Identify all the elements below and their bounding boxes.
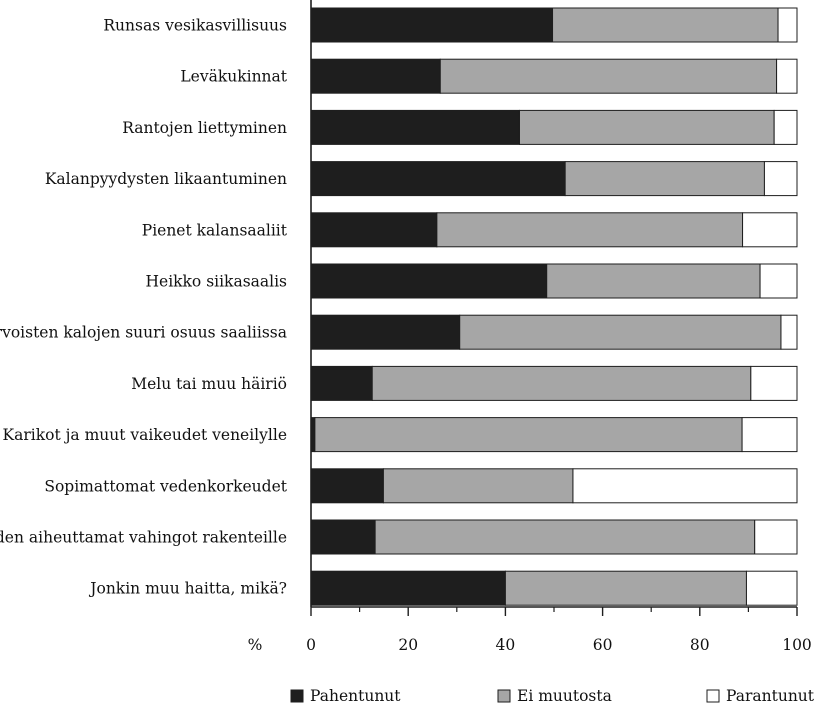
category-label-2: Leväkukinnat: [180, 68, 287, 86]
bar-ei-muutosta-12: [504, 570, 747, 606]
bar-pahentunut-5: [310, 212, 438, 248]
bar-parantunut-4: [763, 161, 798, 197]
x-tick-label-0: 0: [306, 636, 316, 654]
bar-parantunut-12: [745, 570, 798, 606]
bars-group: [310, 7, 798, 606]
bar-parantunut-5: [742, 212, 798, 248]
category-label-12: Jonkin muu haitta, mikä?: [88, 580, 287, 598]
x-tick-label-20: 20: [398, 636, 418, 654]
bar-ei-muutosta-5: [436, 212, 744, 248]
bar-ei-muutosta-2: [439, 58, 778, 94]
category-label-4: Kalanpyydysten likaantuminen: [45, 170, 287, 188]
bar-parantunut-10: [572, 468, 798, 504]
category-label-8: Melu tai muu häiriö: [131, 375, 287, 393]
category-label-9: Karikot ja muut vaikeudet veneilylle: [3, 426, 287, 444]
category-label-10: Sopimattomat vedenkorkeudet: [44, 477, 287, 495]
bar-ei-muutosta-4: [564, 161, 765, 197]
bar-parantunut-6: [759, 263, 798, 299]
x-unit-label: %: [248, 636, 263, 654]
bar-parantunut-1: [777, 7, 798, 43]
category-label-11: Jäiden aiheuttamat vahingot rakenteille: [0, 529, 287, 547]
legend-label-parantunut: Parantunut: [726, 687, 815, 705]
bar-ei-muutosta-11: [374, 519, 756, 555]
bar-parantunut-7: [780, 314, 798, 350]
bar-parantunut-2: [776, 58, 798, 94]
bar-ei-muutosta-9: [314, 417, 743, 453]
legend-label-pahentunut: Pahentunut: [310, 687, 401, 705]
bar-parantunut-9: [741, 417, 798, 453]
category-label-3: Rantojen liettyminen: [122, 119, 287, 137]
bar-ei-muutosta-6: [546, 263, 761, 299]
x-tick-label-60: 60: [593, 636, 613, 654]
bar-parantunut-3: [773, 109, 798, 145]
bar-pahentunut-6: [310, 263, 548, 299]
category-label-7: Vähäarvoisten kalojen suuri osuus saalii…: [0, 324, 287, 342]
bar-ei-muutosta-10: [382, 468, 574, 504]
category-label-5: Pienet kalansaaliit: [142, 221, 288, 239]
bar-pahentunut-4: [310, 161, 566, 197]
bar-pahentunut-12: [310, 570, 506, 606]
bar-pahentunut-3: [310, 109, 520, 145]
legend-swatch-ei-muutosta: [497, 689, 511, 703]
bar-pahentunut-8: [310, 365, 373, 401]
bar-parantunut-8: [750, 365, 798, 401]
x-tick-label-40: 40: [496, 636, 516, 654]
x-axis: 0 20 40 60 80 100%: [248, 0, 812, 654]
legend-swatch-pahentunut: [290, 689, 304, 703]
bar-ei-muutosta-3: [518, 109, 775, 145]
bar-ei-muutosta-1: [552, 7, 779, 43]
bar-parantunut-11: [754, 519, 798, 555]
legend-swatch-parantunut: [706, 689, 720, 703]
bar-ei-muutosta-7: [459, 314, 782, 350]
x-tick-label-100: 100: [782, 636, 812, 654]
bar-ei-muutosta-8: [371, 365, 752, 401]
bar-pahentunut-2: [310, 58, 441, 94]
bar-pahentunut-1: [310, 7, 554, 43]
category-label-1: Runsas vesikasvillisuus: [103, 17, 287, 35]
bar-pahentunut-11: [310, 519, 376, 555]
bar-pahentunut-10: [310, 468, 384, 504]
category-label-6: Heikko siikasaalis: [146, 273, 288, 291]
legend: Pahentunut Ei muutosta Parantunut: [290, 687, 815, 705]
category-labels: Runsas vesikasvillisuus Leväkukinnat Ranto…: [0, 17, 288, 598]
legend-label-ei-muutosta: Ei muutosta: [517, 687, 612, 705]
x-tick-label-80: 80: [690, 636, 710, 654]
bar-pahentunut-7: [310, 314, 461, 350]
